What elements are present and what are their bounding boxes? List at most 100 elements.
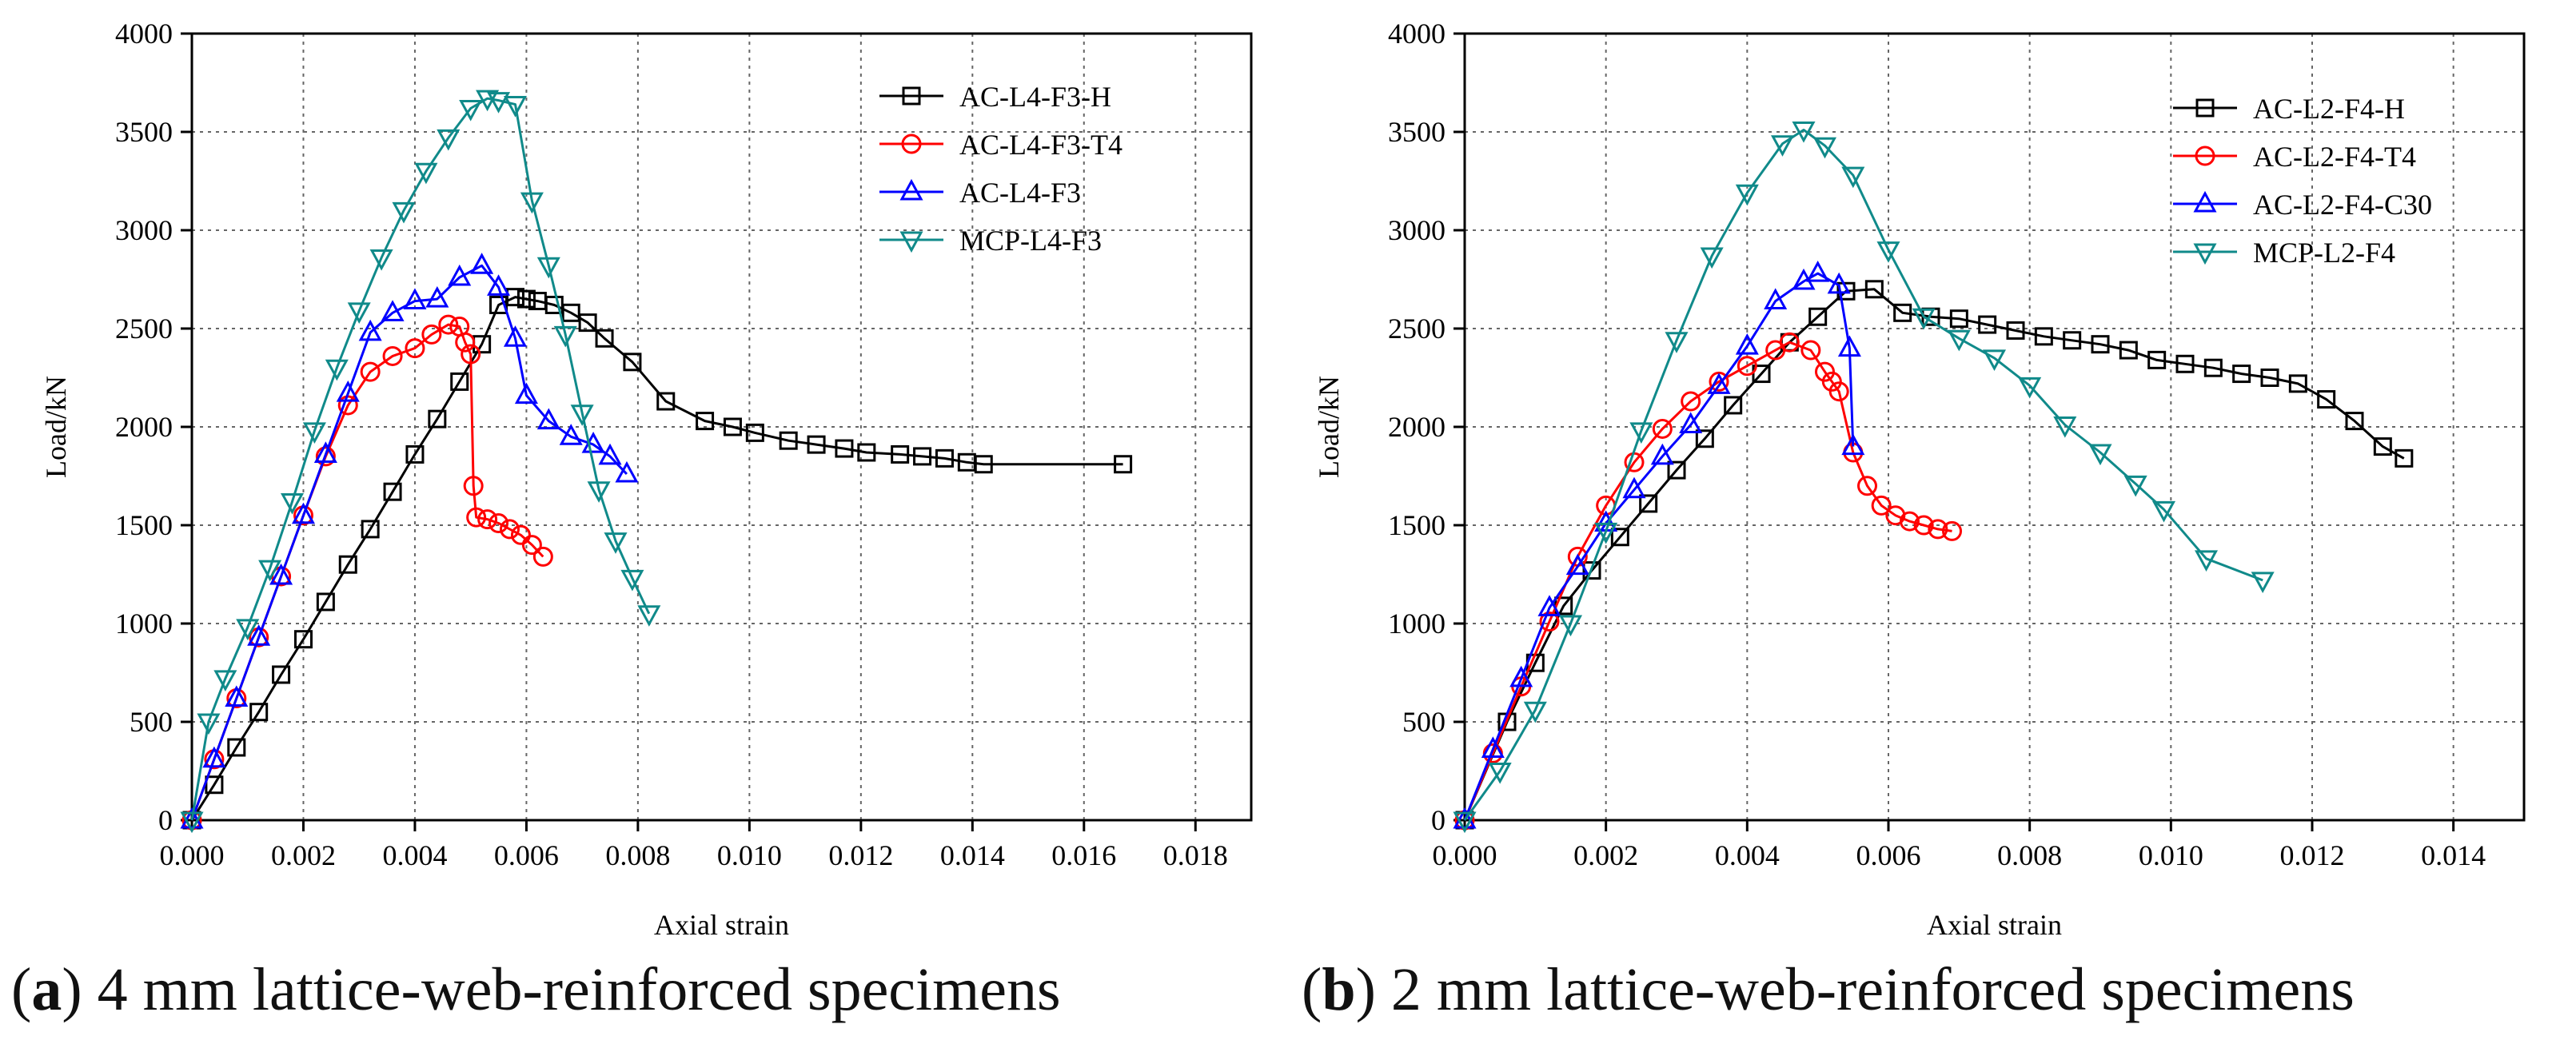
data-point bbox=[2288, 374, 2307, 393]
data-point bbox=[1779, 332, 1800, 353]
x-tick-label: 0.018 bbox=[1163, 839, 1228, 871]
data-point bbox=[807, 435, 826, 454]
data-point bbox=[520, 192, 544, 214]
data-point bbox=[1827, 272, 1851, 294]
data-point bbox=[180, 811, 204, 834]
legend-marker bbox=[2195, 145, 2215, 166]
y-tick-label: 500 bbox=[130, 706, 173, 738]
data-point bbox=[247, 624, 271, 646]
data-point bbox=[696, 412, 715, 431]
data-point bbox=[500, 519, 520, 540]
data-point bbox=[358, 319, 382, 341]
data-point bbox=[1912, 308, 1936, 330]
data-point bbox=[316, 592, 335, 612]
data-point bbox=[570, 404, 594, 426]
series-line bbox=[1463, 129, 2263, 821]
series-AC-L4-F3-H bbox=[182, 288, 1133, 830]
data-point bbox=[369, 249, 393, 271]
legend-label: AC-L2-F4-T4 bbox=[2253, 141, 2416, 173]
series-line bbox=[190, 264, 628, 821]
y-tick-label: 2000 bbox=[1388, 411, 1446, 443]
data-point bbox=[1857, 476, 1877, 496]
data-point bbox=[1947, 329, 1971, 352]
data-point bbox=[1913, 515, 1934, 536]
data-point bbox=[425, 285, 449, 308]
y-tick-label: 0 bbox=[158, 804, 173, 836]
x-tick-label: 0.014 bbox=[940, 839, 1005, 871]
data-point bbox=[1453, 811, 1477, 834]
y-tick-label: 3500 bbox=[115, 116, 173, 148]
y-tick-label: 2500 bbox=[115, 313, 173, 345]
data-point bbox=[1800, 340, 1821, 361]
data-point bbox=[488, 513, 509, 534]
data-point bbox=[1982, 349, 2007, 372]
data-point bbox=[382, 345, 403, 366]
data-point bbox=[2147, 350, 2167, 369]
data-point bbox=[1610, 528, 1629, 547]
chart-a: 0 500 1000 1500 2000 2500 3000 3500 4000 0.000 0.0… bbox=[40, 18, 1253, 941]
x-tick-label: 0.006 bbox=[494, 839, 559, 871]
series-line bbox=[1463, 288, 2405, 821]
data-point bbox=[2260, 369, 2279, 387]
data-point bbox=[1808, 307, 1828, 326]
data-point bbox=[236, 619, 260, 641]
data-point bbox=[461, 344, 481, 365]
data-point bbox=[1836, 281, 1856, 301]
data-point bbox=[249, 703, 269, 722]
series-AC-L2-F4-H bbox=[1455, 280, 2414, 830]
y-tick-label: 3500 bbox=[1388, 116, 1446, 148]
data-point bbox=[637, 605, 661, 627]
data-point bbox=[1629, 422, 1653, 444]
data-point bbox=[336, 381, 360, 402]
data-point bbox=[503, 325, 528, 347]
data-point bbox=[180, 807, 204, 829]
data-point bbox=[403, 288, 427, 310]
data-point bbox=[291, 502, 316, 524]
data-point bbox=[2063, 331, 2082, 350]
data-point bbox=[1650, 443, 1674, 465]
chart-b: 0 500 1000 1500 2000 2500 3000 3500 4000 0.000 0.0… bbox=[1313, 18, 2526, 941]
data-point bbox=[1737, 356, 1757, 377]
series-AC-L2-F4-T4 bbox=[1454, 332, 1962, 831]
x-tick-label: 0.014 bbox=[2421, 839, 2486, 871]
data-point bbox=[1509, 665, 1533, 687]
data-point bbox=[1871, 495, 1892, 516]
data-point bbox=[383, 482, 402, 501]
data-point bbox=[913, 447, 932, 466]
data-point bbox=[1949, 309, 1968, 329]
data-point bbox=[974, 455, 993, 474]
legend-label: AC-L4-F3-H bbox=[959, 81, 1111, 113]
data-point bbox=[272, 665, 291, 684]
data-point bbox=[1622, 476, 1646, 499]
data-point bbox=[2203, 358, 2223, 377]
data-point bbox=[213, 670, 237, 692]
caption-b: (b) 2 mm lattice-web-reinforced specimen… bbox=[1302, 956, 2355, 1023]
y-tick-label: 3000 bbox=[1388, 214, 1446, 246]
data-point bbox=[604, 532, 628, 554]
data-point bbox=[2018, 377, 2042, 399]
data-point bbox=[2395, 448, 2414, 468]
data-point bbox=[1652, 418, 1673, 439]
data-point bbox=[1900, 511, 1920, 532]
data-point bbox=[202, 746, 226, 768]
data-point bbox=[521, 535, 542, 556]
data-point bbox=[1770, 135, 1795, 157]
data-point bbox=[2232, 365, 2251, 384]
data-point bbox=[1893, 303, 1912, 322]
data-point bbox=[1724, 396, 1743, 415]
y-tick-label: 500 bbox=[1402, 706, 1446, 738]
data-point bbox=[1558, 615, 1583, 637]
legend-marker bbox=[2195, 98, 2215, 118]
data-point bbox=[656, 392, 676, 411]
data-point bbox=[205, 775, 224, 795]
data-point bbox=[405, 338, 425, 359]
series-line bbox=[1463, 272, 1855, 821]
data-point bbox=[1876, 241, 1900, 263]
x-tick-label: 0.016 bbox=[1051, 839, 1116, 871]
series-AC-L2-F4-C30 bbox=[1453, 260, 1865, 829]
data-point bbox=[510, 524, 531, 545]
data-point bbox=[1114, 455, 1133, 474]
x-tick-label: 0.008 bbox=[605, 839, 670, 871]
data-point bbox=[1582, 561, 1601, 580]
data-point bbox=[1928, 519, 1948, 540]
